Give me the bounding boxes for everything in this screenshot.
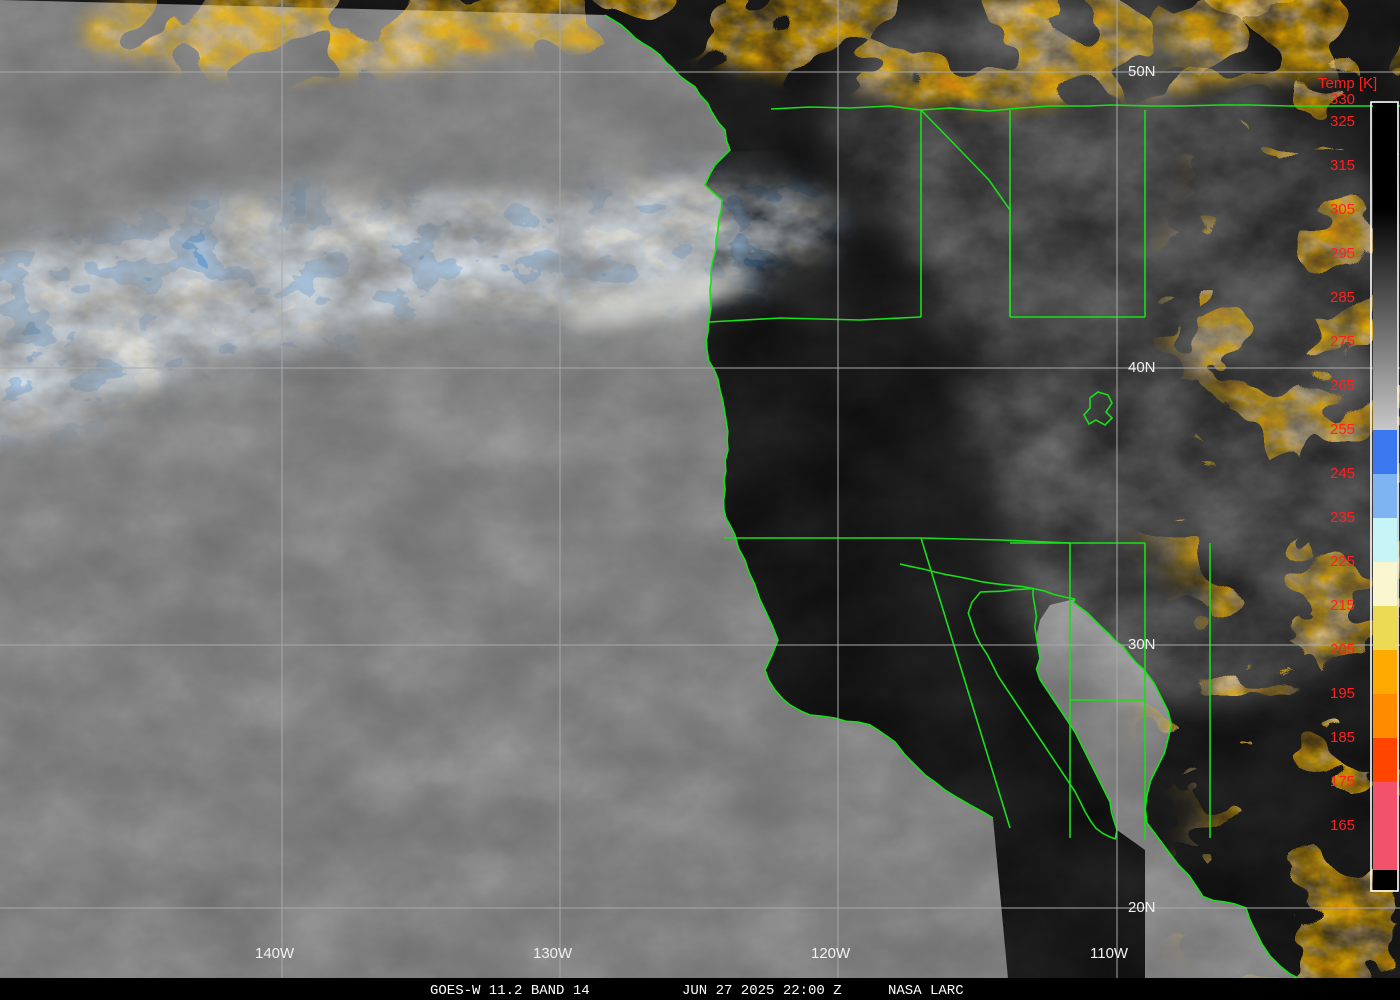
svg-text:235: 235 bbox=[1330, 509, 1355, 526]
svg-text:20N: 20N bbox=[1128, 899, 1156, 916]
svg-text:175: 175 bbox=[1330, 773, 1355, 790]
svg-text:165: 165 bbox=[1330, 817, 1355, 834]
svg-text:Temp [K]: Temp [K] bbox=[1318, 75, 1377, 92]
svg-text:295: 295 bbox=[1330, 245, 1355, 262]
svg-text:215: 215 bbox=[1330, 597, 1355, 614]
svg-text:205: 205 bbox=[1330, 641, 1355, 658]
svg-text:130W: 130W bbox=[533, 945, 573, 962]
svg-text:245: 245 bbox=[1330, 465, 1355, 482]
svg-text:120W: 120W bbox=[811, 945, 851, 962]
svg-text:315: 315 bbox=[1330, 157, 1355, 174]
svg-text:195: 195 bbox=[1330, 685, 1355, 702]
svg-text:NASA LARC: NASA LARC bbox=[888, 983, 964, 999]
svg-text:JUN 27 2025 22:00 Z: JUN 27 2025 22:00 Z bbox=[682, 983, 842, 999]
svg-text:30N: 30N bbox=[1128, 636, 1156, 653]
svg-text:50N: 50N bbox=[1128, 63, 1156, 80]
svg-text:325: 325 bbox=[1330, 113, 1355, 130]
svg-text:255: 255 bbox=[1330, 421, 1355, 438]
svg-text:110W: 110W bbox=[1090, 945, 1129, 962]
svg-text:225: 225 bbox=[1330, 553, 1355, 570]
svg-text:305: 305 bbox=[1330, 201, 1355, 218]
svg-text:GOES-W 11.2 BAND 14: GOES-W 11.2 BAND 14 bbox=[430, 983, 590, 999]
svg-text:330: 330 bbox=[1330, 91, 1355, 108]
svg-text:265: 265 bbox=[1330, 377, 1355, 394]
svg-text:40N: 40N bbox=[1128, 359, 1156, 376]
svg-text:185: 185 bbox=[1330, 729, 1355, 746]
svg-text:140W: 140W bbox=[255, 945, 295, 962]
svg-text:275: 275 bbox=[1330, 333, 1355, 350]
svg-text:285: 285 bbox=[1330, 289, 1355, 306]
